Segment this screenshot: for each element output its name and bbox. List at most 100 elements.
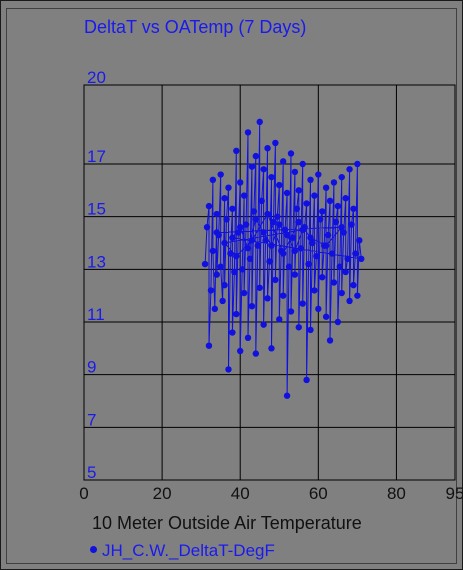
data-point <box>264 295 271 302</box>
data-point <box>356 237 363 244</box>
data-point <box>260 321 267 328</box>
data-point <box>334 202 342 210</box>
data-point <box>205 342 213 349</box>
data-point <box>322 313 330 320</box>
data-point <box>209 176 217 183</box>
data-point <box>237 224 244 231</box>
data-point <box>315 305 322 313</box>
data-point <box>274 213 281 220</box>
data-point <box>326 337 334 344</box>
data-point <box>209 247 217 255</box>
data-point <box>311 287 318 294</box>
data-point <box>354 292 361 299</box>
data-point <box>262 237 269 244</box>
data-point <box>235 229 242 236</box>
data-point <box>268 173 275 181</box>
legend-label: JH_C.W._DeltaT-DegF <box>102 541 275 560</box>
y-tick-label: 5 <box>87 463 96 482</box>
x-axis-title: 10 Meter Outside Air Temperature <box>92 513 362 533</box>
data-point <box>211 305 219 313</box>
plot-border <box>83 84 456 481</box>
data-point <box>307 176 314 183</box>
data-point <box>229 234 236 241</box>
legend-marker <box>90 546 97 554</box>
data-point <box>250 208 258 215</box>
y-tick-label: 9 <box>87 358 96 377</box>
data-point <box>322 242 330 249</box>
data-point <box>289 234 297 241</box>
data-point <box>248 237 256 244</box>
data-point <box>254 242 261 249</box>
data-point <box>276 181 283 189</box>
data-point <box>252 216 260 223</box>
data-point <box>244 334 252 341</box>
data-point <box>240 289 248 297</box>
data-point <box>324 231 332 239</box>
data-point <box>260 229 267 236</box>
data-point <box>227 250 234 257</box>
data-point <box>317 216 324 223</box>
data-point <box>233 252 240 260</box>
data-point <box>279 250 287 257</box>
data-point <box>305 260 312 268</box>
data-point <box>219 297 226 305</box>
data-point <box>229 205 236 212</box>
data-point <box>258 197 265 205</box>
data-point <box>225 366 232 373</box>
data-point <box>217 171 224 178</box>
data-point <box>272 276 279 284</box>
data-point <box>283 189 291 197</box>
data-point <box>293 205 301 212</box>
data-point <box>225 184 232 191</box>
data-point <box>276 316 283 323</box>
data-point <box>350 281 357 289</box>
data-point <box>338 289 345 297</box>
data-point <box>223 216 230 223</box>
data-point <box>217 263 224 270</box>
data-point <box>264 145 271 152</box>
data-point <box>307 326 314 334</box>
data-point <box>201 260 209 268</box>
data-point <box>340 229 347 236</box>
data-point <box>322 184 330 191</box>
data-point <box>299 300 306 307</box>
data-point <box>291 247 299 255</box>
data-point <box>221 195 228 202</box>
data-point <box>287 308 295 315</box>
series-line <box>204 121 362 396</box>
data-point <box>332 218 340 226</box>
data-point <box>268 242 275 249</box>
x-tick-label: 20 <box>153 484 172 503</box>
legend[interactable]: JH_C.W._DeltaT-DegF <box>90 541 275 561</box>
data-point <box>276 221 283 228</box>
y-tick-label: 17 <box>87 147 106 166</box>
data-point <box>348 221 355 228</box>
data-point <box>268 345 275 352</box>
data-point <box>328 250 336 257</box>
data-point <box>221 281 228 289</box>
data-point <box>295 324 302 331</box>
chart-frame-inner <box>6 8 457 564</box>
data-point <box>307 234 314 241</box>
y-tick-label: 13 <box>87 252 106 271</box>
data-point <box>233 310 240 318</box>
x-tick-label: 60 <box>309 484 328 503</box>
data-point <box>256 284 263 291</box>
x-tick-label: 40 <box>231 484 250 503</box>
y-tick-label: 15 <box>87 200 106 219</box>
data-point <box>319 274 326 281</box>
data-point <box>338 173 345 181</box>
data-point <box>309 239 316 247</box>
data-point <box>203 224 211 231</box>
data-point <box>299 160 306 168</box>
data-point <box>295 187 302 194</box>
data-point <box>354 160 361 168</box>
data-point <box>272 139 279 147</box>
data-point <box>344 255 351 262</box>
data-point <box>285 263 293 270</box>
data-point <box>326 197 334 205</box>
data-point <box>279 292 287 299</box>
data-point <box>299 226 306 234</box>
data-point <box>342 268 349 276</box>
